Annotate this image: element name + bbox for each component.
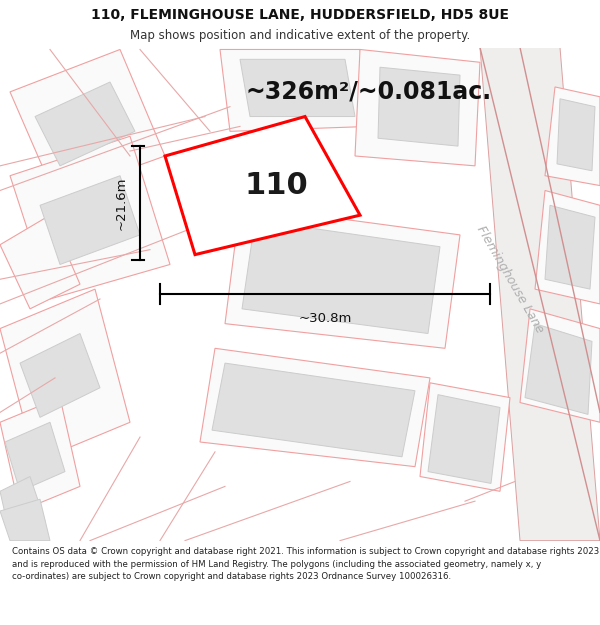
Polygon shape	[525, 324, 592, 414]
Polygon shape	[557, 99, 595, 171]
Polygon shape	[225, 205, 460, 348]
Polygon shape	[212, 363, 415, 457]
Text: Fleminghouse Lane: Fleminghouse Lane	[474, 223, 546, 335]
Polygon shape	[5, 422, 65, 491]
Polygon shape	[165, 116, 360, 254]
Polygon shape	[520, 309, 600, 422]
Polygon shape	[535, 191, 600, 304]
Polygon shape	[10, 136, 170, 299]
Text: ~21.6m: ~21.6m	[115, 176, 128, 229]
Text: 110, FLEMINGHOUSE LANE, HUDDERSFIELD, HD5 8UE: 110, FLEMINGHOUSE LANE, HUDDERSFIELD, HD…	[91, 8, 509, 22]
Polygon shape	[0, 398, 80, 511]
Text: Contains OS data © Crown copyright and database right 2021. This information is : Contains OS data © Crown copyright and d…	[12, 548, 599, 581]
Polygon shape	[0, 476, 45, 536]
Polygon shape	[195, 159, 265, 222]
Polygon shape	[185, 128, 345, 247]
Polygon shape	[240, 59, 355, 116]
Polygon shape	[480, 48, 600, 541]
Polygon shape	[355, 49, 480, 166]
Polygon shape	[242, 220, 440, 334]
Text: 110: 110	[244, 171, 308, 200]
Polygon shape	[40, 176, 140, 264]
Polygon shape	[200, 348, 430, 467]
Polygon shape	[0, 289, 130, 462]
Polygon shape	[545, 87, 600, 186]
Polygon shape	[0, 499, 50, 541]
Polygon shape	[35, 82, 135, 166]
Text: ~326m²/~0.081ac.: ~326m²/~0.081ac.	[245, 80, 491, 104]
Polygon shape	[10, 49, 165, 196]
Polygon shape	[428, 394, 500, 483]
Polygon shape	[220, 49, 370, 131]
Text: Map shows position and indicative extent of the property.: Map shows position and indicative extent…	[130, 29, 470, 42]
Polygon shape	[0, 215, 80, 309]
Text: ~30.8m: ~30.8m	[298, 312, 352, 325]
Polygon shape	[545, 205, 595, 289]
Polygon shape	[420, 383, 510, 491]
Polygon shape	[378, 68, 460, 146]
Polygon shape	[20, 334, 100, 418]
